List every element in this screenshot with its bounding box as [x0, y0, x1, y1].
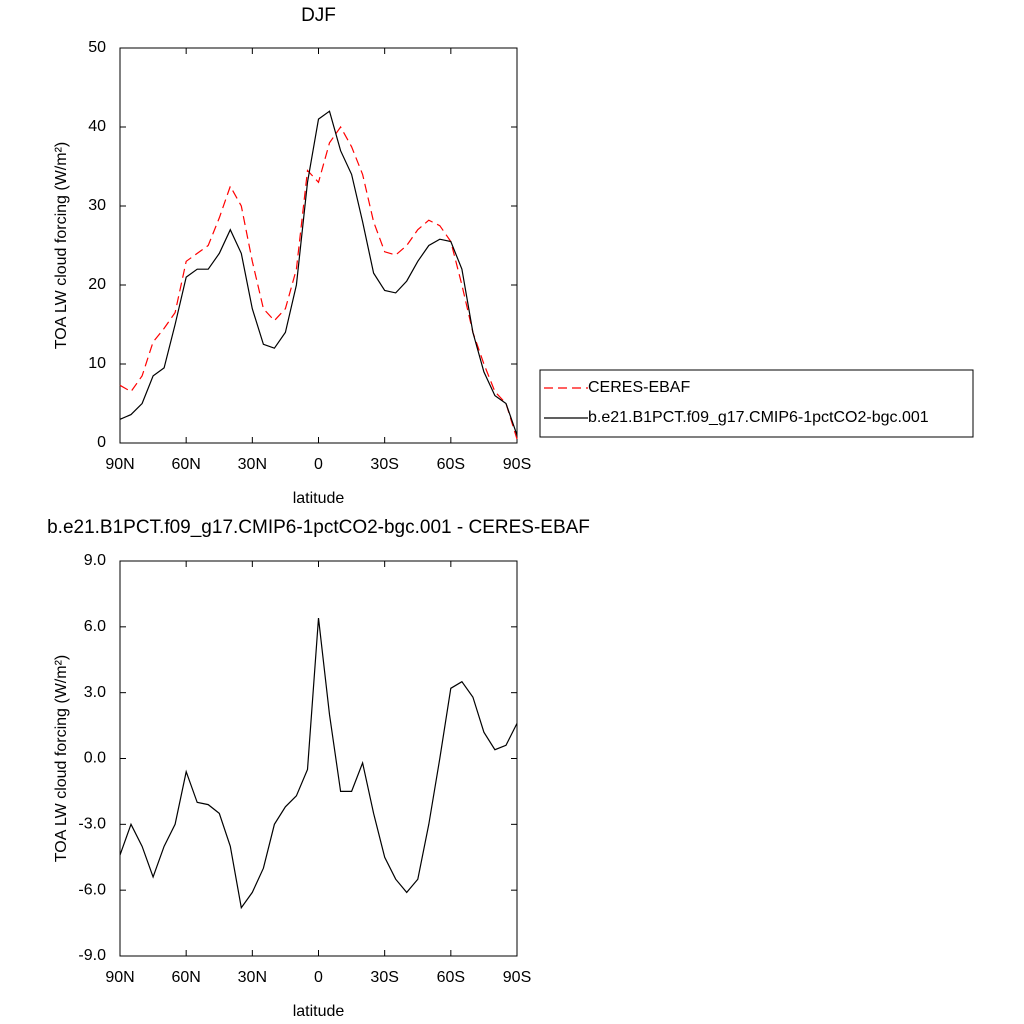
y-axis-label: TOA LW cloud forcing (W/m²): [53, 655, 70, 862]
y-tick-label: 50: [88, 39, 106, 56]
y-tick-label: 20: [88, 276, 106, 293]
y-tick-label: -9.0: [78, 947, 106, 964]
x-axis-label: latitude: [293, 490, 345, 507]
legend-box: [539, 369, 974, 438]
x-tick-label: 90N: [105, 456, 134, 473]
y-tick-label: 6.0: [84, 618, 106, 635]
y-tick-label: 0: [97, 434, 106, 451]
x-tick-label: 90N: [105, 969, 134, 986]
x-tick-label: 0: [314, 969, 323, 986]
x-tick-label: 90S: [503, 969, 531, 986]
legend-label: CERES-EBAF: [588, 379, 690, 396]
x-tick-label: 60S: [437, 456, 465, 473]
x-tick-label: 60N: [171, 456, 200, 473]
chart-title: DJF: [301, 5, 336, 26]
legend-label: b.e21.B1PCT.f09_g17.CMIP6-1pctCO2-bgc.00…: [588, 409, 929, 426]
y-tick-label: -3.0: [78, 816, 106, 833]
x-axis-label: latitude: [293, 1003, 345, 1020]
x-tick-label: 90S: [503, 456, 531, 473]
y-tick-label: -6.0: [78, 881, 106, 898]
y-tick-label: 9.0: [84, 552, 106, 569]
x-tick-label: 30S: [370, 456, 398, 473]
y-tick-label: 0.0: [84, 750, 106, 767]
x-tick-label: 30N: [238, 969, 267, 986]
y-tick-label: 3.0: [84, 684, 106, 701]
plot-frame: [119, 47, 518, 444]
y-tick-label: 40: [88, 118, 106, 135]
x-tick-label: 60N: [171, 969, 200, 986]
y-axis-label: TOA LW cloud forcing (W/m²): [53, 142, 70, 349]
x-tick-label: 30S: [370, 969, 398, 986]
y-tick-label: 10: [88, 355, 106, 372]
series-line: [119, 618, 518, 910]
x-tick-label: 0: [314, 456, 323, 473]
chart-title: b.e21.B1PCT.f09_g17.CMIP6-1pctCO2-bgc.00…: [47, 517, 590, 538]
x-tick-label: 60S: [437, 969, 465, 986]
y-tick-label: 30: [88, 197, 106, 214]
series-line: [119, 125, 518, 440]
series-line: [119, 110, 518, 436]
x-tick-label: 30N: [238, 456, 267, 473]
